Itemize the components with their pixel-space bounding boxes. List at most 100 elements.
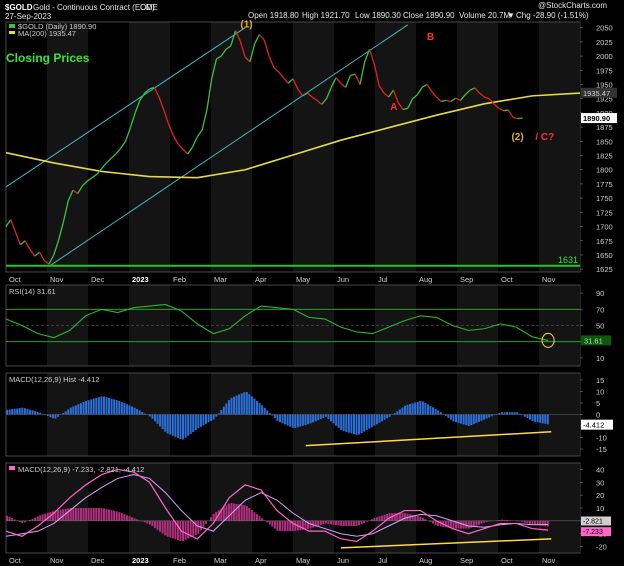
price-segment bbox=[91, 173, 98, 179]
x-tick-label: Dec bbox=[91, 556, 105, 565]
price-segment bbox=[235, 30, 241, 42]
price-segment bbox=[115, 147, 122, 155]
macd-hist-bar bbox=[210, 414, 213, 421]
price-segment bbox=[354, 73, 361, 85]
macd-hist-bar bbox=[322, 414, 325, 418]
macd-panel-hist-bar bbox=[128, 516, 131, 521]
chart-title: Closing Prices bbox=[6, 51, 90, 65]
macd-hist-bar bbox=[189, 414, 192, 434]
macd-panel-hist-bar bbox=[146, 520, 149, 524]
price-segment bbox=[163, 109, 170, 125]
macd-hist-bar bbox=[184, 414, 187, 438]
annotation-b: B bbox=[427, 32, 434, 43]
macd-panel-hist-bar bbox=[120, 513, 123, 521]
x-tick-label: Feb bbox=[173, 556, 186, 565]
macd-panel-hist-bar bbox=[299, 520, 302, 531]
macd-panel-hist-bar bbox=[483, 520, 486, 523]
macd-hist-bar bbox=[266, 410, 269, 415]
macd-panel-hist-bar bbox=[268, 520, 271, 525]
macd-panel-hist-bar bbox=[335, 520, 338, 526]
macd-hist-bar bbox=[546, 414, 549, 425]
macd-panel-hist-bar bbox=[506, 520, 509, 521]
macd-panel-hist-bar bbox=[222, 506, 225, 521]
macd-panel-hist-bar bbox=[123, 514, 126, 521]
macd-hist-bar bbox=[432, 407, 435, 415]
macd-panel-hist-bar bbox=[153, 520, 156, 528]
macd-panel-hist-bar bbox=[378, 516, 381, 521]
macd-hist-bar bbox=[358, 414, 361, 435]
price-segment bbox=[48, 254, 55, 265]
macd-hist-bar bbox=[467, 414, 470, 426]
price-segment bbox=[297, 88, 304, 97]
price-segment bbox=[19, 240, 26, 246]
month-band bbox=[457, 463, 498, 553]
macd-panel-hist-bar bbox=[304, 520, 307, 530]
macd-panel-hist-bar bbox=[329, 520, 332, 525]
macd-panel-hist-bar bbox=[465, 520, 468, 529]
macd-hist-bar bbox=[41, 413, 44, 415]
price-segment bbox=[474, 87, 481, 94]
macd-hist-bar bbox=[215, 414, 218, 417]
price-segment bbox=[134, 100, 141, 114]
macd-panel-hist-bar bbox=[41, 514, 44, 521]
macd-panel-hist-bar bbox=[409, 514, 412, 521]
macd-hist-bar bbox=[314, 414, 317, 422]
price-segment bbox=[129, 112, 136, 128]
annotation-a: A bbox=[390, 102, 397, 113]
macd-hist-bar bbox=[406, 404, 409, 415]
macd-hist-bar bbox=[39, 412, 42, 415]
price-segment bbox=[469, 87, 476, 91]
macd-panel-hist-bar bbox=[449, 520, 452, 529]
macd-hist-bar bbox=[437, 410, 440, 415]
macd-panel-hist-bar bbox=[500, 519, 503, 521]
macd-hist-bar bbox=[79, 403, 82, 415]
macd-panel-hist-bar bbox=[355, 520, 358, 526]
macd-panel-hist-bar bbox=[44, 513, 47, 521]
macd-hist-bar bbox=[8, 409, 11, 415]
macd-hist-bar bbox=[28, 409, 31, 415]
price-segment bbox=[201, 109, 208, 131]
macd-panel-hist-bar bbox=[271, 520, 274, 527]
price-segment bbox=[450, 97, 457, 103]
price-segment bbox=[479, 92, 485, 98]
change-arrow-icon: ▼ bbox=[507, 11, 515, 20]
macd-hist-bar bbox=[485, 414, 488, 419]
macd-panel-hist-bar bbox=[256, 514, 259, 521]
price-segment bbox=[110, 153, 117, 159]
macd-panel-hist-bar bbox=[64, 508, 67, 521]
macd-panel-hist-bar bbox=[317, 520, 320, 526]
macd-hist-bar bbox=[462, 414, 465, 425]
macd-hist-bar bbox=[77, 404, 80, 415]
macd-panel-hist-bar bbox=[59, 509, 62, 521]
macd-panel-hist-bar bbox=[51, 511, 54, 521]
macd-hist-bar bbox=[161, 414, 164, 430]
macd-hist-bar bbox=[187, 414, 190, 436]
macd-hist-bar bbox=[281, 414, 284, 424]
macd-hist-bar bbox=[197, 414, 200, 429]
price-segment bbox=[139, 92, 146, 101]
macd-hist-bar bbox=[143, 413, 146, 415]
y-tick-label: 1950 bbox=[596, 81, 613, 90]
macd-panel-hist-bar bbox=[23, 520, 26, 523]
macd-panel-hist-bar bbox=[307, 520, 310, 529]
macd-panel-hist-bar bbox=[36, 516, 39, 521]
macd-hist-bar bbox=[21, 407, 24, 415]
macd-panel-hist-bar bbox=[46, 512, 49, 521]
price-segment bbox=[254, 34, 261, 44]
price-segment bbox=[263, 39, 270, 57]
x-tick-label: Aug bbox=[419, 556, 432, 565]
macd-panel-hist-bar bbox=[266, 520, 269, 523]
macd-panel-hist-bar bbox=[526, 520, 529, 524]
macd-hist-bar bbox=[92, 398, 95, 415]
x-tick-label: Aug bbox=[419, 275, 432, 284]
macd-panel-hist-bar bbox=[233, 503, 236, 521]
y-tick-label: 90 bbox=[596, 289, 604, 298]
price-segment bbox=[445, 99, 452, 103]
macd-hist-bar bbox=[273, 414, 276, 419]
macd-hist-bar bbox=[108, 397, 111, 415]
macd-panel-hist-bar bbox=[261, 518, 264, 521]
macd-panel-hist-bar bbox=[528, 520, 531, 524]
macd-hist-bar bbox=[153, 414, 156, 422]
macd-panel-hist-bar bbox=[118, 512, 121, 521]
